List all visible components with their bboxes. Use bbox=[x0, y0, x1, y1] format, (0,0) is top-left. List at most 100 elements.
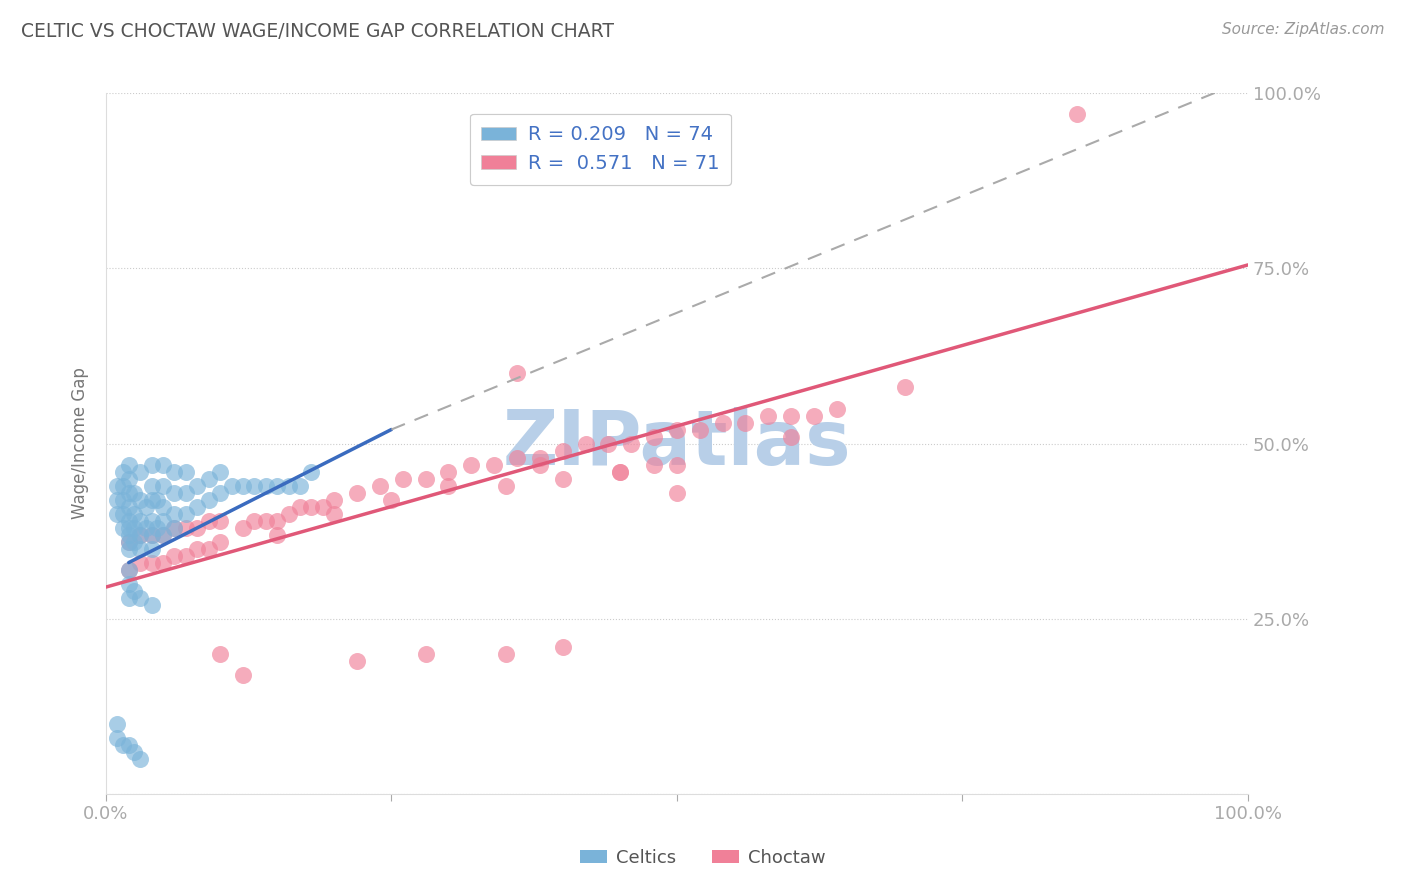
Point bbox=[301, 500, 323, 514]
Text: CELTIC VS CHOCTAW WAGE/INCOME GAP CORRELATION CHART: CELTIC VS CHOCTAW WAGE/INCOME GAP CORREL… bbox=[21, 22, 614, 41]
Point bbox=[665, 485, 688, 500]
Point bbox=[152, 458, 174, 472]
Point bbox=[141, 458, 163, 472]
Point bbox=[129, 465, 152, 479]
Point bbox=[380, 492, 402, 507]
Point bbox=[163, 465, 186, 479]
Point bbox=[346, 485, 368, 500]
Point bbox=[598, 436, 620, 450]
Point bbox=[277, 478, 299, 492]
Point bbox=[141, 514, 163, 528]
Point bbox=[118, 563, 141, 577]
Point bbox=[141, 556, 163, 570]
Point bbox=[174, 507, 197, 521]
Point bbox=[643, 429, 665, 443]
Point bbox=[112, 492, 135, 507]
Point bbox=[323, 507, 346, 521]
Point bbox=[118, 534, 141, 549]
Point bbox=[711, 416, 734, 430]
Point bbox=[141, 492, 163, 507]
Point bbox=[112, 738, 135, 752]
Point bbox=[163, 549, 186, 563]
Point bbox=[460, 458, 482, 472]
Point bbox=[368, 478, 391, 492]
Point bbox=[118, 485, 141, 500]
Point bbox=[129, 591, 152, 605]
Point bbox=[495, 478, 517, 492]
Point bbox=[118, 527, 141, 541]
Point bbox=[780, 409, 803, 423]
Point bbox=[209, 534, 232, 549]
Point bbox=[197, 514, 219, 528]
Point bbox=[665, 423, 688, 437]
Point bbox=[118, 541, 141, 556]
Point bbox=[141, 527, 163, 541]
Point bbox=[415, 647, 437, 661]
Point bbox=[146, 520, 169, 534]
Point bbox=[129, 527, 152, 541]
Point bbox=[163, 520, 186, 534]
Point bbox=[152, 478, 174, 492]
Point bbox=[118, 514, 141, 528]
Point bbox=[437, 478, 460, 492]
Point bbox=[803, 409, 825, 423]
Legend: Celtics, Choctaw: Celtics, Choctaw bbox=[572, 842, 834, 874]
Point bbox=[174, 485, 197, 500]
Point bbox=[825, 401, 848, 416]
Point bbox=[163, 507, 186, 521]
Point bbox=[118, 591, 141, 605]
Point bbox=[609, 465, 631, 479]
Text: Source: ZipAtlas.com: Source: ZipAtlas.com bbox=[1222, 22, 1385, 37]
Y-axis label: Wage/Income Gap: Wage/Income Gap bbox=[72, 368, 89, 519]
Point bbox=[551, 443, 574, 458]
Point bbox=[243, 478, 266, 492]
Point bbox=[495, 647, 517, 661]
Point bbox=[105, 492, 128, 507]
Point bbox=[574, 436, 596, 450]
Point bbox=[277, 507, 299, 521]
Point bbox=[323, 492, 346, 507]
Point bbox=[620, 436, 643, 450]
Point bbox=[124, 583, 146, 598]
Point bbox=[124, 485, 146, 500]
Point bbox=[118, 520, 141, 534]
Point bbox=[551, 471, 574, 485]
Point bbox=[209, 465, 232, 479]
Point bbox=[232, 667, 254, 681]
Point bbox=[288, 500, 311, 514]
Point bbox=[174, 465, 197, 479]
Point bbox=[506, 367, 529, 381]
Point bbox=[112, 507, 135, 521]
Point bbox=[529, 458, 551, 472]
Point bbox=[643, 458, 665, 472]
Point bbox=[243, 514, 266, 528]
Point bbox=[209, 485, 232, 500]
Point bbox=[129, 752, 152, 766]
Point bbox=[124, 507, 146, 521]
Point bbox=[152, 527, 174, 541]
Point bbox=[254, 478, 277, 492]
Point bbox=[152, 500, 174, 514]
Point bbox=[186, 500, 208, 514]
Point bbox=[756, 409, 779, 423]
Point bbox=[894, 380, 917, 394]
Point bbox=[254, 514, 277, 528]
Point bbox=[266, 527, 288, 541]
Point bbox=[174, 520, 197, 534]
Point bbox=[266, 478, 288, 492]
Legend: R = 0.209   N = 74, R =  0.571   N = 71: R = 0.209 N = 74, R = 0.571 N = 71 bbox=[470, 113, 731, 185]
Point bbox=[105, 716, 128, 731]
Point bbox=[197, 471, 219, 485]
Point bbox=[197, 492, 219, 507]
Point bbox=[391, 471, 413, 485]
Point bbox=[118, 471, 141, 485]
Point bbox=[346, 654, 368, 668]
Point bbox=[186, 520, 208, 534]
Point bbox=[152, 514, 174, 528]
Point bbox=[689, 423, 711, 437]
Point bbox=[186, 478, 208, 492]
Point bbox=[152, 556, 174, 570]
Point bbox=[1066, 107, 1088, 121]
Point bbox=[551, 640, 574, 654]
Point bbox=[118, 576, 141, 591]
